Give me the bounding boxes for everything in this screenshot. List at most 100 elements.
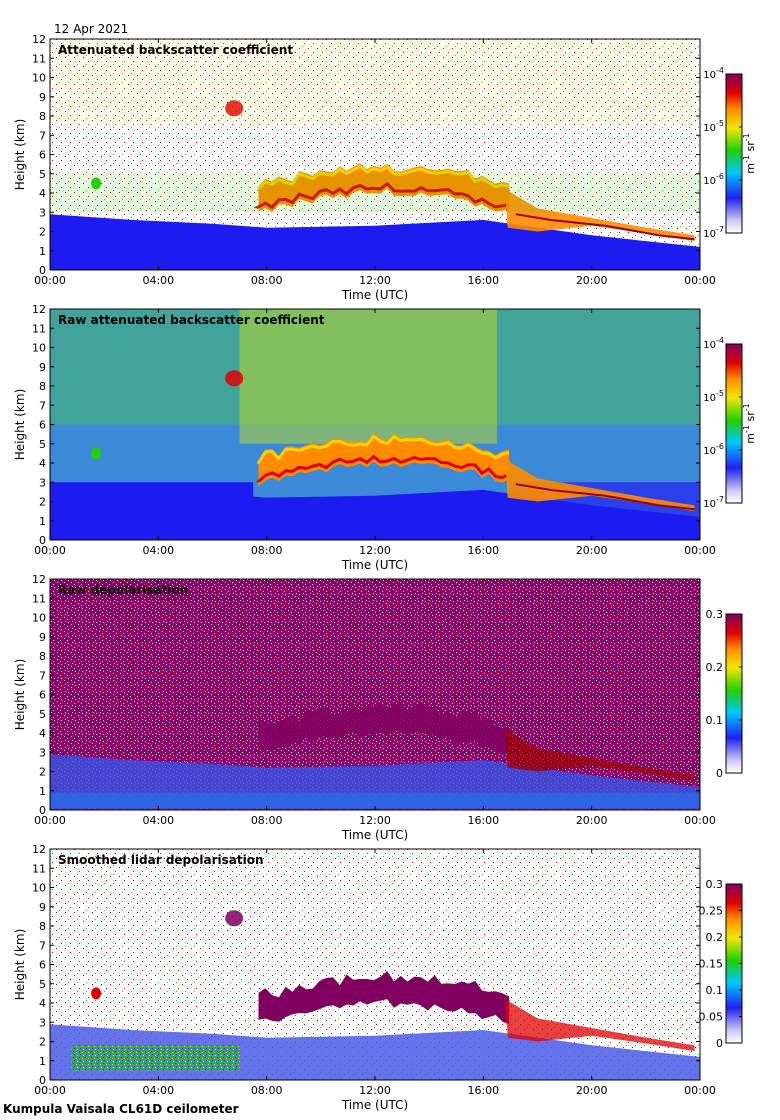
x-tick-label: 00:00 bbox=[34, 814, 66, 827]
y-tick-label: 2 bbox=[39, 766, 46, 779]
y-tick-label: 1 bbox=[39, 515, 46, 528]
y-tick-label: 12 bbox=[32, 33, 46, 46]
y-tick-label: 10 bbox=[32, 882, 46, 895]
y-tick-label: 4 bbox=[39, 457, 46, 470]
x-tick-label: 20:00 bbox=[576, 1084, 608, 1097]
y-tick-label: 7 bbox=[39, 129, 46, 142]
colorbar-tick-label: 10-4 bbox=[703, 66, 724, 81]
colorbar: 0 0.05 0.1 0.15 0.2 0.25 0.3 bbox=[699, 878, 743, 1050]
colorbar-tick-label: 10-4 bbox=[703, 336, 724, 351]
x-tick-label: 00:00 bbox=[34, 544, 66, 557]
heatmap-plot-area bbox=[50, 39, 700, 270]
heatmap-plot-area bbox=[50, 309, 700, 540]
y-tick-label: 10 bbox=[32, 342, 46, 355]
y-tick-label: 5 bbox=[39, 168, 46, 181]
x-tick-label: 04:00 bbox=[142, 814, 174, 827]
colorbar: 0 0.1 0.2 0.3 bbox=[706, 608, 743, 780]
x-tick-label: 20:00 bbox=[576, 544, 608, 557]
panel-title: Smoothed lidar depolarisation bbox=[58, 853, 264, 867]
colorbar-tick-label: 0 bbox=[716, 1037, 723, 1050]
y-tick-label: 3 bbox=[39, 206, 46, 219]
y-tick-label: 9 bbox=[39, 361, 46, 374]
cloud-layer bbox=[258, 971, 510, 1025]
y-tick-label: 9 bbox=[39, 901, 46, 914]
y-tick-label: 8 bbox=[39, 380, 46, 393]
y-tick-label: 12 bbox=[32, 303, 46, 316]
x-tick-label: 20:00 bbox=[576, 274, 608, 287]
x-tick-label: 12:00 bbox=[359, 274, 391, 287]
colorbar-gradient bbox=[725, 73, 743, 234]
colorbar: 10-7 10-6 10-5 10-4 m-1 sr-1 bbox=[703, 66, 757, 240]
colorbar-unit-label: m-1 sr-1 bbox=[742, 133, 757, 173]
x-axis-label: Time (UTC) bbox=[341, 288, 408, 302]
y-tick-label: 1 bbox=[39, 785, 46, 798]
colorbar: 10-7 10-6 10-5 10-4 m-1 sr-1 bbox=[703, 336, 757, 510]
y-tick-label: 4 bbox=[39, 997, 46, 1010]
y-axis-label: Height (km) bbox=[13, 389, 27, 460]
y-tick-label: 11 bbox=[32, 862, 46, 875]
y-tick-label: 10 bbox=[32, 612, 46, 625]
x-tick-label: 12:00 bbox=[359, 814, 391, 827]
colorbar-tick-label: 0.1 bbox=[706, 984, 724, 997]
y-tick-label: 0 bbox=[39, 1074, 46, 1087]
x-tick-label: 08:00 bbox=[251, 814, 283, 827]
colorbar-tick-label: 10-5 bbox=[703, 389, 724, 404]
y-tick-label: 2 bbox=[39, 496, 46, 509]
y-tick-label: 4 bbox=[39, 187, 46, 200]
y-tick-label: 7 bbox=[39, 939, 46, 952]
x-axis-label: Time (UTC) bbox=[341, 828, 408, 842]
colorbar-tick-label: 10-7 bbox=[703, 225, 724, 240]
noise-daytime-band bbox=[239, 309, 497, 444]
y-tick-label: 3 bbox=[39, 746, 46, 759]
x-tick-label: 12:00 bbox=[359, 1084, 391, 1097]
evening-cloud-core bbox=[515, 483, 695, 511]
y-tick-label: 0 bbox=[39, 804, 46, 817]
x-tick-label: 08:00 bbox=[251, 274, 283, 287]
x-tick-label: 00:00 bbox=[34, 274, 66, 287]
y-tick-label: 6 bbox=[39, 959, 46, 972]
colorbar-tick-label: 0.2 bbox=[706, 931, 724, 944]
y-tick-label: 9 bbox=[39, 631, 46, 644]
x-tick-label: 00:00 bbox=[684, 814, 716, 827]
y-tick-label: 5 bbox=[39, 978, 46, 991]
colorbar-tick-label: 0.25 bbox=[699, 905, 724, 918]
evening-cloud-layer bbox=[505, 459, 695, 512]
y-tick-label: 11 bbox=[32, 322, 46, 335]
x-tick-label: 20:00 bbox=[576, 814, 608, 827]
x-tick-label: 04:00 bbox=[142, 1084, 174, 1097]
x-axis-label: Time (UTC) bbox=[341, 558, 408, 572]
x-tick-label: 16:00 bbox=[467, 544, 499, 557]
y-tick-label: 7 bbox=[39, 399, 46, 412]
x-tick-label: 04:00 bbox=[142, 274, 174, 287]
y-tick-label: 6 bbox=[39, 419, 46, 432]
heatmap-plot-area bbox=[50, 579, 700, 810]
low-cloud-patch bbox=[91, 987, 102, 1000]
cloud-layer bbox=[258, 701, 510, 755]
y-tick-label: 8 bbox=[39, 110, 46, 123]
colorbar-tick-label: 0.3 bbox=[706, 608, 724, 621]
x-tick-label: 00:00 bbox=[684, 274, 716, 287]
y-tick-label: 3 bbox=[39, 1016, 46, 1029]
cloud-base-core bbox=[253, 181, 510, 210]
y-tick-label: 5 bbox=[39, 438, 46, 451]
x-tick-label: 00:00 bbox=[684, 1084, 716, 1097]
y-tick-label: 1 bbox=[39, 245, 46, 258]
y-tick-label: 11 bbox=[32, 592, 46, 605]
y-tick-label: 10 bbox=[32, 72, 46, 85]
x-tick-label: 04:00 bbox=[142, 544, 174, 557]
y-tick-label: 0 bbox=[39, 264, 46, 277]
y-tick-label: 1 bbox=[39, 1055, 46, 1068]
x-tick-label: 12:00 bbox=[359, 544, 391, 557]
y-tick-label: 0 bbox=[39, 534, 46, 547]
y-tick-label: 6 bbox=[39, 689, 46, 702]
x-axis-label: Time (UTC) bbox=[341, 1098, 408, 1112]
evening-cloud-layer bbox=[505, 189, 695, 242]
y-tick-label: 3 bbox=[39, 476, 46, 489]
evening-cloud-layer bbox=[505, 999, 695, 1052]
y-tick-label: 12 bbox=[32, 573, 46, 586]
y-tick-label: 2 bbox=[39, 226, 46, 239]
colorbar-gradient bbox=[725, 613, 743, 774]
evening-cloud-layer bbox=[505, 729, 695, 782]
